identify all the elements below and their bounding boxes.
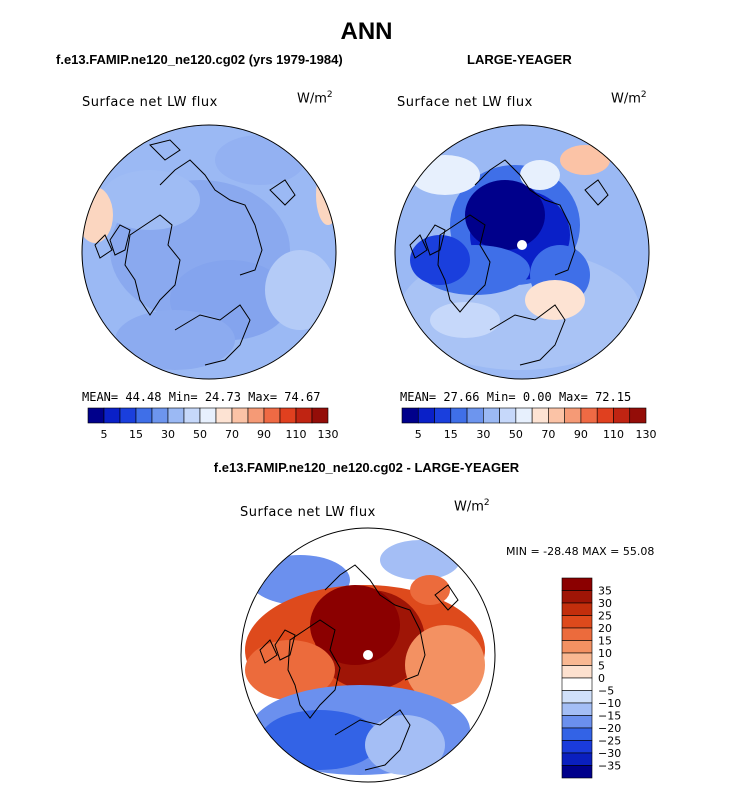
right-panel-stats: MEAN= 27.66 Min= 0.00 Max= 72.15 — [400, 390, 632, 404]
left-colorbar-tick-label: 30 — [161, 428, 175, 441]
diff-colorbar-swatch — [561, 602, 593, 616]
left-colorbar-tick-label: 110 — [286, 428, 307, 441]
left-colorbar-swatch — [87, 407, 105, 424]
left-panel-variable: Surface net LW flux — [82, 95, 218, 110]
left-colorbar-swatch — [151, 407, 169, 424]
diff-panel-stats: MIN = -28.48 MAX = 55.08 — [506, 545, 655, 558]
right-colorbar-tick-label: 15 — [444, 428, 458, 441]
left-colorbar-swatch — [263, 407, 281, 424]
right-colorbar-swatch — [531, 407, 549, 424]
left-colorbar-swatch — [279, 407, 297, 424]
right-colorbar-tick-label: 50 — [509, 428, 523, 441]
right-case-subtitle: LARGE-YEAGER — [467, 52, 572, 67]
right-colorbar-swatch — [450, 407, 468, 424]
left-colorbar: 5 15 30 50 70 90 110 130 — [87, 407, 339, 441]
right-colorbar-swatch — [401, 407, 419, 424]
left-colorbar-swatch — [183, 407, 201, 424]
diff-colorbar-tick-label: 5 — [598, 660, 605, 673]
diff-colorbar-swatch — [561, 740, 593, 754]
right-colorbar-swatch — [596, 407, 614, 424]
diff-colorbar-swatch — [561, 715, 593, 729]
right-colorbar-swatch — [580, 407, 598, 424]
diff-colorbar-tick-label: 0 — [598, 672, 605, 685]
right-colorbar-swatch — [613, 407, 631, 424]
left-colorbar-swatch — [119, 407, 137, 424]
diff-colorbar-tick-label: 15 — [598, 635, 612, 648]
left-panel-stats: MEAN= 44.48 Min= 24.73 Max= 74.67 — [82, 390, 321, 404]
left-colorbar-swatch — [135, 407, 153, 424]
diff-colorbar-swatch — [561, 590, 593, 604]
diff-colorbar-swatch — [561, 765, 593, 779]
diff-colorbar-tick-label: −30 — [598, 747, 621, 760]
diff-colorbar-swatch — [561, 627, 593, 641]
diff-panel-unit: W/m2 — [454, 498, 490, 515]
diff-colorbar-tick-label: −15 — [598, 710, 621, 723]
left-case-subtitle: f.e13.FAMIP.ne120_ne120.cg02 (yrs 1979-1… — [56, 52, 343, 67]
diff-map-pole-marker — [363, 650, 373, 660]
left-colorbar-tick-label: 70 — [225, 428, 239, 441]
diff-colorbar-tick-label: −20 — [598, 722, 621, 735]
right-map — [394, 124, 650, 380]
diff-map — [240, 527, 496, 783]
diff-colorbar-swatch — [561, 727, 593, 741]
diff-colorbar-tick-label: 30 — [598, 597, 612, 610]
right-colorbar-swatch — [466, 407, 484, 424]
diff-panel-variable: Surface net LW flux — [240, 505, 376, 520]
left-colorbar-swatch — [311, 407, 329, 424]
left-colorbar-swatch — [215, 407, 233, 424]
diff-colorbar-tick-label: 35 — [598, 585, 612, 598]
diff-colorbar-swatch — [561, 640, 593, 654]
diff-subtitle: f.e13.FAMIP.ne120_ne120.cg02 - LARGE-YEA… — [213, 460, 520, 475]
left-colorbar-swatch — [103, 407, 121, 424]
right-colorbar-tick-label: 90 — [574, 428, 588, 441]
diff-colorbar-tick-label: 20 — [598, 622, 612, 635]
left-map — [81, 124, 337, 380]
right-colorbar-tick-label: 70 — [541, 428, 555, 441]
diff-colorbar-swatch — [561, 652, 593, 666]
diff-colorbar-tick-label: −25 — [598, 735, 621, 748]
left-colorbar-tick-label: 50 — [193, 428, 207, 441]
diff-colorbar-swatch — [561, 690, 593, 704]
right-colorbar-swatch — [417, 407, 435, 424]
right-panel-variable: Surface net LW flux — [397, 95, 533, 110]
left-colorbar-swatch — [247, 407, 265, 424]
right-colorbar-swatch — [483, 407, 500, 424]
diff-colorbar-tick-label: −10 — [598, 697, 621, 710]
left-colorbar-tick-label: 15 — [129, 428, 143, 441]
diff-colorbar-swatch — [561, 615, 593, 629]
left-colorbar-swatch — [167, 407, 185, 424]
right-colorbar-swatch — [434, 407, 452, 424]
right-map-pole-marker — [517, 240, 527, 250]
diff-colorbar-tick-label: 10 — [598, 647, 612, 660]
diff-colorbar-tick-label: −35 — [598, 760, 621, 773]
right-colorbar-swatch — [499, 407, 517, 424]
right-colorbar-swatch — [629, 407, 647, 424]
right-colorbar: 5 15 30 50 70 90 110 130 — [401, 407, 657, 441]
left-colorbar-tick-label: 90 — [257, 428, 271, 441]
diff-colorbar-swatch — [561, 677, 593, 691]
left-colorbar-swatch — [231, 407, 249, 424]
diff-colorbar-swatch — [561, 665, 593, 679]
right-colorbar-tick-label: 30 — [476, 428, 490, 441]
right-colorbar-swatch — [564, 407, 582, 424]
left-colorbar-tick-label: 130 — [318, 428, 339, 441]
right-colorbar-swatch — [548, 407, 565, 424]
right-colorbar-swatch — [515, 407, 533, 424]
right-colorbar-tick-label: 130 — [636, 428, 657, 441]
left-colorbar-swatch — [199, 407, 217, 424]
right-colorbar-tick-label: 5 — [415, 428, 422, 441]
diff-colorbar-tick-label: 25 — [598, 610, 612, 623]
right-colorbar-tick-label: 110 — [603, 428, 624, 441]
diff-colorbar-swatch — [561, 577, 593, 591]
diff-colorbar-swatch — [561, 752, 593, 766]
diff-colorbar-swatch — [561, 702, 593, 716]
diff-colorbar-tick-label: −5 — [598, 685, 614, 698]
page-title: ANN — [340, 18, 393, 45]
left-colorbar-tick-label: 5 — [101, 428, 108, 441]
right-panel-unit: W/m2 — [611, 90, 647, 107]
left-panel-unit: W/m2 — [297, 90, 333, 107]
left-colorbar-swatch — [295, 407, 313, 424]
